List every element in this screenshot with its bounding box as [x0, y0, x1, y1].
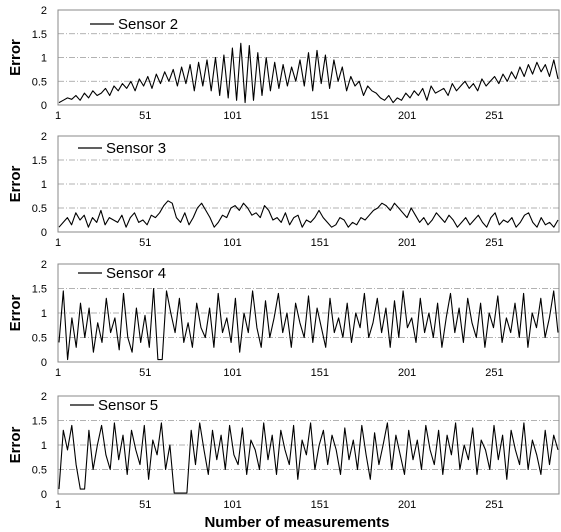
series-line-1: [58, 200, 559, 228]
y-tick-label-3-2: 1: [41, 440, 47, 452]
y-tick-label-0-3: 1.5: [32, 29, 47, 41]
x-tick-label-2-0: 1: [55, 367, 61, 379]
plot-frame-2: [57, 263, 560, 363]
x-tick-label-0-4: 201: [398, 110, 416, 122]
y-tick-label-1-3: 1.5: [32, 155, 47, 167]
series-line-3: [58, 422, 559, 494]
x-tick-label-0-5: 251: [485, 110, 503, 122]
y-tick-label-1-0: 0: [41, 227, 47, 239]
plot-frame-1: [57, 135, 560, 233]
x-axis-title: Number of measurements: [204, 514, 389, 531]
y-tick-label-2-2: 1: [41, 308, 47, 320]
x-tick-label-2-4: 201: [398, 367, 416, 379]
y-tick-label-2-1: 0.5: [32, 333, 47, 345]
plot-frame-0: [57, 9, 560, 106]
x-tick-label-0-1: 51: [139, 110, 151, 122]
x-tick-label-0-3: 151: [311, 110, 329, 122]
x-tick-label-3-3: 151: [311, 499, 329, 511]
y-tick-label-0-4: 2: [41, 5, 47, 17]
y-axis-label-1: Error: [7, 166, 24, 203]
plot-frame-3: [57, 395, 560, 495]
x-tick-label-3-1: 51: [139, 499, 151, 511]
x-tick-label-1-3: 151: [311, 237, 329, 249]
x-tick-label-3-2: 101: [223, 499, 241, 511]
x-tick-label-1-1: 51: [139, 237, 151, 249]
x-tick-label-3-4: 201: [398, 499, 416, 511]
series-line-2: [58, 287, 559, 361]
y-tick-label-3-1: 0.5: [32, 465, 47, 477]
x-tick-label-2-3: 151: [311, 367, 329, 379]
y-axis-label-3: Error: [7, 427, 24, 464]
x-tick-label-3-5: 251: [485, 499, 503, 511]
y-tick-label-3-4: 2: [41, 391, 47, 403]
legend-label-1: Sensor 3: [106, 140, 166, 157]
series-line-0: [58, 42, 559, 104]
y-tick-label-3-0: 0: [41, 489, 47, 501]
x-tick-label-2-5: 251: [485, 367, 503, 379]
x-tick-label-2-1: 51: [139, 367, 151, 379]
y-axis-label-0: Error: [7, 39, 24, 76]
x-tick-label-0-0: 1: [55, 110, 61, 122]
y-tick-label-2-4: 2: [41, 259, 47, 271]
y-tick-label-2-3: 1.5: [32, 284, 47, 296]
y-tick-label-3-3: 1.5: [32, 416, 47, 428]
y-tick-label-0-1: 0.5: [32, 76, 47, 88]
legend-label-2: Sensor 4: [106, 265, 166, 282]
x-tick-label-3-0: 1: [55, 499, 61, 511]
y-tick-label-2-0: 0: [41, 357, 47, 369]
y-tick-label-0-0: 0: [41, 100, 47, 112]
y-tick-label-1-1: 0.5: [32, 203, 47, 215]
x-tick-label-0-2: 101: [223, 110, 241, 122]
x-tick-label-1-0: 1: [55, 237, 61, 249]
x-tick-label-1-4: 201: [398, 237, 416, 249]
x-tick-label-1-5: 251: [485, 237, 503, 249]
y-tick-label-1-4: 2: [41, 131, 47, 143]
y-tick-label-0-2: 1: [41, 53, 47, 65]
y-axis-label-2: Error: [7, 295, 24, 332]
legend-label-0: Sensor 2: [118, 16, 178, 33]
x-tick-label-1-2: 101: [223, 237, 241, 249]
y-tick-label-1-2: 1: [41, 179, 47, 191]
legend-label-3: Sensor 5: [98, 397, 158, 414]
x-tick-label-2-2: 101: [223, 367, 241, 379]
